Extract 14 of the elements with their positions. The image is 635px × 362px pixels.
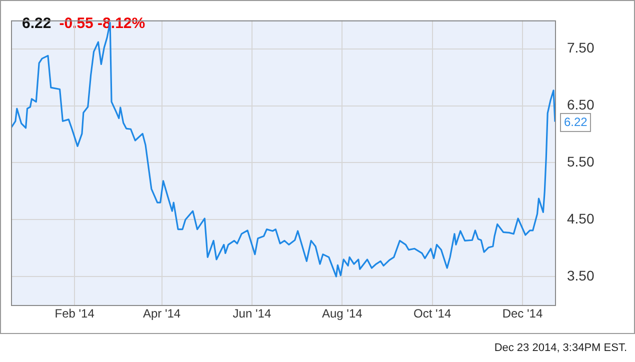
x-tick-label: Oct '14 (413, 306, 452, 321)
x-tick-label: Dec '14 (502, 306, 543, 321)
y-tick-label: 3.50 (567, 267, 594, 284)
text: Dec 23 2014, 3:34PM EST. (494, 342, 627, 354)
y-tick-label: 4.50 (567, 210, 594, 226)
y-tick-label: 7.50 (567, 40, 594, 56)
x-tick-label: Aug '14 (322, 306, 363, 321)
x-tick-label: Apr '14 (142, 306, 181, 321)
annotation: 6.22 (560, 112, 592, 132)
x-tick-label: Jun '14 (232, 306, 272, 321)
y-tick-label: 6.50 (567, 96, 594, 113)
x-tick-label: Feb '14 (54, 306, 95, 321)
chart-title: 6.22 (22, 15, 52, 32)
y-tick-label: 5.50 (567, 154, 594, 170)
